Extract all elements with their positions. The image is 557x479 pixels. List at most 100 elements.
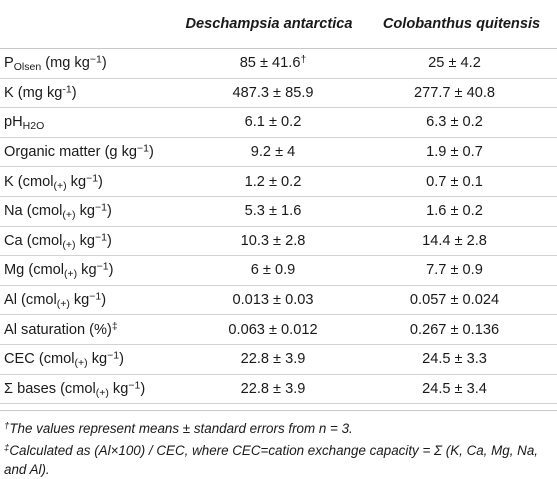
label-sup: −1: [94, 201, 107, 214]
value-deschampsia: 22.8 ± 3.9: [172, 344, 366, 375]
parameter-label: Al (cmol(+) kg−1): [0, 285, 172, 316]
table-row: Ca (cmol(+) kg−1) 10.3 ± 2.8 14.4 ± 2.8: [0, 226, 557, 257]
label-sup: ‡: [111, 319, 118, 332]
label-sub: H2O: [22, 120, 45, 133]
label-pre: pH: [4, 114, 23, 131]
label-post: ): [106, 203, 112, 220]
value-colobanthus: 6.3 ± 0.2: [366, 107, 557, 138]
table-row: POlsen (mg kg−1) 85 ± 41.6† 25 ± 4.2: [0, 48, 557, 79]
table-row: Σ bases (cmol(+) kg−1) 22.8 ± 3.9 24.5 ± 3…: [0, 374, 557, 405]
value-text: 5.3 ± 1.6: [244, 203, 302, 220]
value-deschampsia: 1.2 ± 0.2: [172, 166, 366, 197]
table-row: Organic matter (g kg−1) 9.2 ± 4 1.9 ± 0.7: [0, 137, 557, 168]
value-deschampsia: 6 ± 0.9: [172, 255, 366, 286]
parameter-label: K (cmol(+) kg−1): [0, 166, 172, 197]
label-mid: kg: [87, 351, 108, 368]
label-pre: K (cmol: [4, 173, 54, 190]
value-text: 22.8 ± 3.9: [240, 380, 306, 397]
label-mid: (mg kg: [41, 55, 90, 72]
label-post: ): [101, 292, 107, 309]
value-deschampsia: 9.2 ± 4: [172, 137, 366, 168]
value-text: 487.3 ± 85.9: [232, 84, 314, 101]
label-sup: −1: [86, 171, 99, 184]
table-footnotes: †The values represent means ± standard e…: [0, 419, 557, 479]
label-post: ): [98, 173, 103, 190]
header-deschampsia-antarctica: Deschampsia antarctica: [172, 0, 366, 49]
label-sup: −1: [89, 290, 102, 303]
footnote-mark: †: [300, 53, 307, 66]
value-colobanthus: 0.7 ± 0.1: [366, 166, 557, 197]
label-post: ): [140, 380, 146, 397]
label-post: ): [106, 232, 112, 249]
label-sub: (+): [64, 268, 78, 281]
label-sub: (+): [95, 386, 109, 399]
footnote-mark: †: [4, 420, 10, 432]
label-pre: Al (cmol: [4, 292, 57, 309]
parameter-label: Σ bases (cmol(+) kg−1): [0, 374, 172, 405]
label-sup: -1: [62, 83, 72, 96]
label-sub: (+): [53, 179, 67, 192]
value-text: 0.013 ± 0.03: [232, 292, 314, 309]
label-sub: (+): [62, 209, 76, 222]
footnote-text: The values represent means ± standard er…: [9, 421, 353, 437]
value-deschampsia: 5.3 ± 1.6: [172, 196, 366, 227]
value-text: 22.8 ± 3.9: [240, 351, 306, 368]
value-text: 1.2 ± 0.2: [244, 173, 302, 190]
label-pre: K (mg kg: [4, 84, 63, 101]
value-colobanthus: 25 ± 4.2: [366, 48, 557, 79]
label-pre: Mg (cmol: [4, 262, 64, 279]
label-pre: P: [4, 55, 14, 72]
header-colobanthus-quitensis: Colobanthus quitensis: [366, 0, 557, 49]
soil-properties-table: Deschampsia antarctica Colobanthus quite…: [0, 0, 557, 405]
value-text: 10.3 ± 2.8: [240, 232, 306, 249]
parameter-label: POlsen (mg kg−1): [0, 48, 172, 79]
label-pre: Na (cmol: [4, 203, 63, 220]
value-deschampsia: 0.063 ± 0.012: [172, 314, 366, 345]
value-text: 0.063 ± 0.012: [228, 321, 318, 338]
parameter-label: K (mg kg-1): [0, 78, 172, 109]
value-text: 9.2 ± 4: [250, 144, 296, 161]
table-header-row: Deschampsia antarctica Colobanthus quite…: [0, 0, 557, 49]
label-sup: −1: [89, 53, 102, 66]
parameter-label: Al saturation (%)‡: [0, 314, 172, 345]
parameter-label: pHH2O: [0, 107, 172, 138]
parameter-label: CEC (cmol(+) kg−1): [0, 344, 172, 375]
footnote-dagger: †The values represent means ± standard e…: [4, 419, 549, 438]
label-pre: Organic matter (g kg: [4, 144, 138, 161]
label-sub: (+): [74, 357, 88, 370]
label-post: ): [119, 351, 124, 368]
value-text: 6.1 ± 0.2: [244, 114, 302, 131]
label-sub: (+): [62, 238, 76, 251]
label-pre: Al saturation (%): [4, 321, 112, 338]
label-post: ): [149, 144, 154, 161]
value-deschampsia: 85 ± 41.6†: [172, 48, 366, 79]
table-row: K (mg kg-1) 487.3 ± 85.9 277.7 ± 40.8: [0, 78, 557, 109]
value-colobanthus: 14.4 ± 2.8: [366, 226, 557, 257]
value-deschampsia: 0.013 ± 0.03: [172, 285, 366, 316]
parameter-label: Mg (cmol(+) kg−1): [0, 255, 172, 286]
label-sup: −1: [107, 349, 120, 362]
table-row: Al (cmol(+) kg−1) 0.013 ± 0.03 0.057 ± 0.0…: [0, 285, 557, 316]
label-sup: −1: [137, 142, 149, 155]
value-text: 6 ± 0.9: [250, 262, 296, 279]
label-sup: −1: [96, 260, 109, 273]
footnote-double-dagger: ‡Calculated as (Al×100) / CEC, where CEC…: [4, 441, 549, 479]
value-deschampsia: 10.3 ± 2.8: [172, 226, 366, 257]
label-mid: kg: [75, 232, 95, 249]
table-body: POlsen (mg kg−1) 85 ± 41.6† 25 ± 4.2 K (mg …: [0, 48, 557, 405]
parameter-label: Na (cmol(+) kg−1): [0, 196, 172, 227]
value-deschampsia: 487.3 ± 85.9: [172, 78, 366, 109]
label-post: ): [71, 84, 77, 101]
value-colobanthus: 7.7 ± 0.9: [366, 255, 557, 286]
label-sub: Olsen: [13, 61, 42, 74]
value-colobanthus: 1.6 ± 0.2: [366, 196, 557, 227]
label-post: ): [101, 55, 107, 72]
table-row: pHH2O 6.1 ± 0.2 6.3 ± 0.2: [0, 107, 557, 138]
value-deschampsia: 22.8 ± 3.9: [172, 374, 366, 405]
value-colobanthus: 1.9 ± 0.7: [366, 137, 557, 168]
label-sub: (+): [56, 297, 70, 310]
label-pre: Σ bases (cmol: [4, 380, 96, 397]
label-sup: −1: [94, 231, 107, 244]
footnote-text: Calculated as (Al×100) / CEC, where CEC=…: [4, 443, 539, 478]
